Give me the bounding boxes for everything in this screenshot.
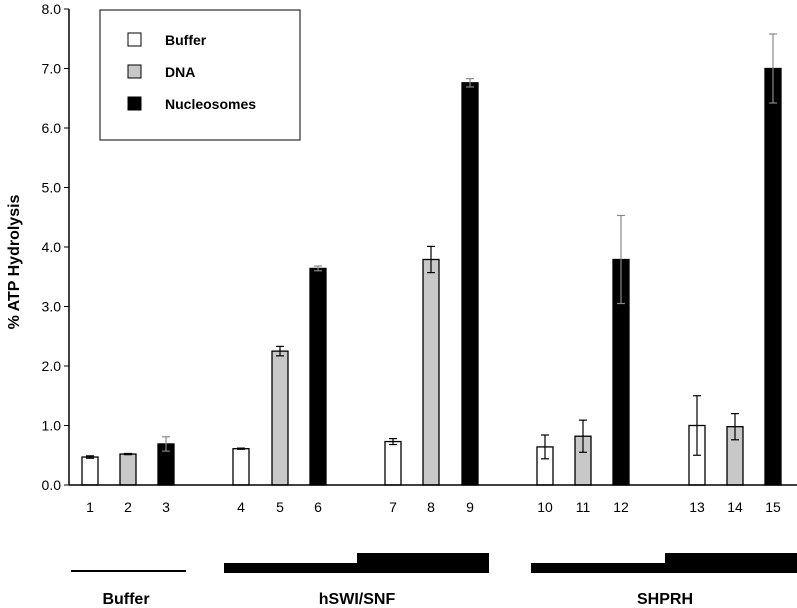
- bar: [271, 350, 289, 486]
- y-tick-label: 4.0: [42, 239, 62, 255]
- group-indicators: Buffer hSWI/SNF SHPRH: [71, 553, 797, 608]
- shprh-concentration-wedge: [531, 553, 797, 573]
- x-tick-label: 10: [537, 499, 553, 515]
- legend-label-dna: DNA: [165, 64, 195, 80]
- x-tick-label: 13: [689, 499, 705, 515]
- y-tick-label: 5.0: [42, 180, 62, 196]
- x-tick-label: 4: [237, 499, 245, 515]
- x-tick-label: 12: [613, 499, 629, 515]
- x-tick-label: 7: [389, 499, 397, 515]
- bar: [422, 258, 440, 486]
- x-tick-label: 2: [124, 499, 132, 515]
- x-tick-label: 3: [162, 499, 170, 515]
- x-tick-label: 8: [427, 499, 435, 515]
- y-axis-label: % ATP Hydrolysis: [6, 194, 23, 329]
- y-tick-label: 1.0: [42, 418, 62, 434]
- y-tick-label: 6.0: [42, 120, 62, 136]
- y-tick-label: 0.0: [42, 477, 62, 493]
- hswisnf-concentration-wedge: [224, 553, 489, 573]
- legend: Buffer DNA Nucleosomes: [99, 9, 301, 141]
- y-tick-label: 8.0: [42, 1, 62, 17]
- x-tick-label: 6: [314, 499, 322, 515]
- group-label-hswisnf: hSWI/SNF: [319, 591, 396, 608]
- y-tick-label: 2.0: [42, 358, 62, 374]
- legend-swatch-dna: [127, 64, 142, 79]
- x-tick-label: 15: [765, 499, 781, 515]
- bar: [384, 440, 402, 486]
- legend-swatch-buffer: [127, 32, 142, 47]
- axes: 0.01.02.03.04.05.06.07.08.01 2 3 4 5 6 7 8 9 10 11…: [42, 1, 797, 515]
- bar: [119, 453, 137, 486]
- bar: [81, 456, 99, 486]
- y-tick-label: 3.0: [42, 299, 62, 315]
- bars-layer: [81, 33, 782, 486]
- bar: [309, 267, 327, 486]
- x-tick-label: 1: [86, 499, 94, 515]
- legend-label-buffer: Buffer: [165, 32, 207, 48]
- group-label-buffer: Buffer: [102, 591, 149, 608]
- group-label-shprh: SHPRH: [637, 591, 693, 608]
- x-tick-label: 9: [466, 499, 474, 515]
- bar: [764, 67, 782, 486]
- x-tick-label: 14: [727, 499, 743, 515]
- x-tick-label: 5: [276, 499, 284, 515]
- bar: [232, 448, 250, 486]
- y-tick-label: 7.0: [42, 61, 62, 77]
- bar: [461, 82, 479, 486]
- legend-label-nucleosomes: Nucleosomes: [165, 96, 256, 112]
- x-tick-label: 11: [576, 499, 591, 515]
- legend-swatch-nucleosomes: [127, 96, 142, 111]
